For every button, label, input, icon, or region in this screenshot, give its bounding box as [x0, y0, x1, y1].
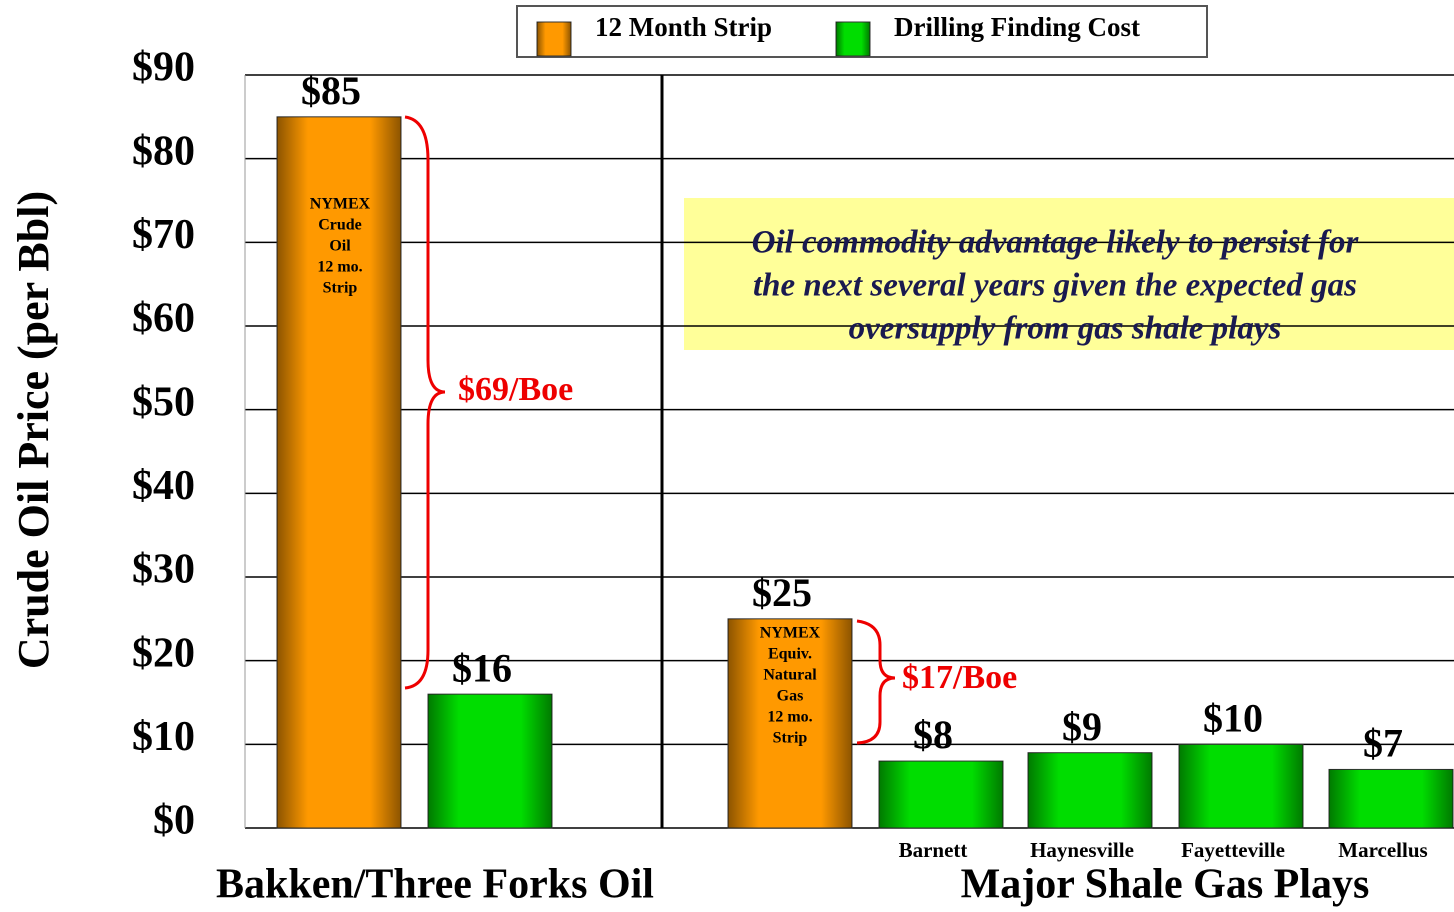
- y-tick-label: $30: [132, 547, 195, 593]
- value-label: $9: [1062, 704, 1102, 749]
- value-label: $7: [1363, 721, 1403, 766]
- y-tick-label: $90: [132, 45, 195, 91]
- bar-note: NYMEX: [310, 196, 371, 213]
- legend-label: 12 Month Strip: [595, 12, 772, 42]
- brace: [404, 115, 446, 690]
- y-tick-label: $60: [132, 296, 195, 342]
- value-label: $8: [913, 712, 953, 757]
- callout-text: the next several years given the expecte…: [753, 268, 1357, 304]
- y-tick-label: $0: [153, 798, 195, 844]
- bar-note: Oil: [329, 238, 351, 255]
- bar-note: 12 mo.: [317, 259, 362, 276]
- x-tick-label: Marcellus: [1338, 838, 1427, 862]
- bar-shade: [428, 694, 552, 828]
- bar-note: NYMEX: [760, 625, 821, 642]
- bar-note: Strip: [773, 730, 808, 747]
- x-tick-label: Fayetteville: [1181, 838, 1285, 862]
- legend-swatch-shade: [836, 22, 870, 56]
- bar-note: Gas: [777, 688, 804, 705]
- bar-note: Strip: [323, 280, 358, 297]
- callout-box: [684, 198, 1454, 350]
- y-tick-label: $50: [132, 379, 195, 425]
- value-label: $10: [1203, 696, 1263, 741]
- annotation: $69/Boe: [458, 371, 573, 408]
- bar-shade: [1329, 769, 1453, 828]
- bar-note: Natural: [763, 667, 817, 684]
- y-tick-label: $20: [132, 630, 195, 676]
- bar-shade: [879, 761, 1003, 828]
- x-tick-label: Haynesville: [1030, 838, 1134, 862]
- bar-shade: [728, 618, 852, 828]
- value-label: $85: [301, 68, 361, 113]
- value-label: $25: [752, 570, 812, 615]
- legend-swatch-shade: [537, 22, 571, 56]
- y-axis-label: Crude Oil Price (per Bbl): [9, 191, 58, 669]
- brace: [856, 619, 896, 745]
- y-tick-label: $70: [132, 212, 195, 258]
- y-tick-label: $10: [132, 714, 195, 760]
- callout-text: oversupply from gas shale plays: [849, 311, 1282, 347]
- callout-text: Oil commodity advantage likely to persis…: [752, 225, 1360, 261]
- bar-shade: [277, 116, 401, 829]
- legend-label: Drilling Finding Cost: [894, 12, 1140, 42]
- bar-shade: [1179, 744, 1303, 828]
- group-label: Bakken/Three Forks Oil: [216, 862, 654, 908]
- y-tick-label: $80: [132, 128, 195, 174]
- x-tick-label: Barnett: [899, 838, 968, 862]
- bar-note: Equiv.: [768, 646, 812, 663]
- bar-note: 12 mo.: [767, 709, 812, 726]
- bar-note: Crude: [318, 217, 362, 234]
- value-label: $16: [452, 645, 512, 690]
- y-tick-label: $40: [132, 463, 195, 509]
- group-label: Major Shale Gas Plays: [961, 862, 1370, 908]
- annotation: $17/Boe: [902, 659, 1017, 696]
- bar-shade: [1028, 752, 1152, 828]
